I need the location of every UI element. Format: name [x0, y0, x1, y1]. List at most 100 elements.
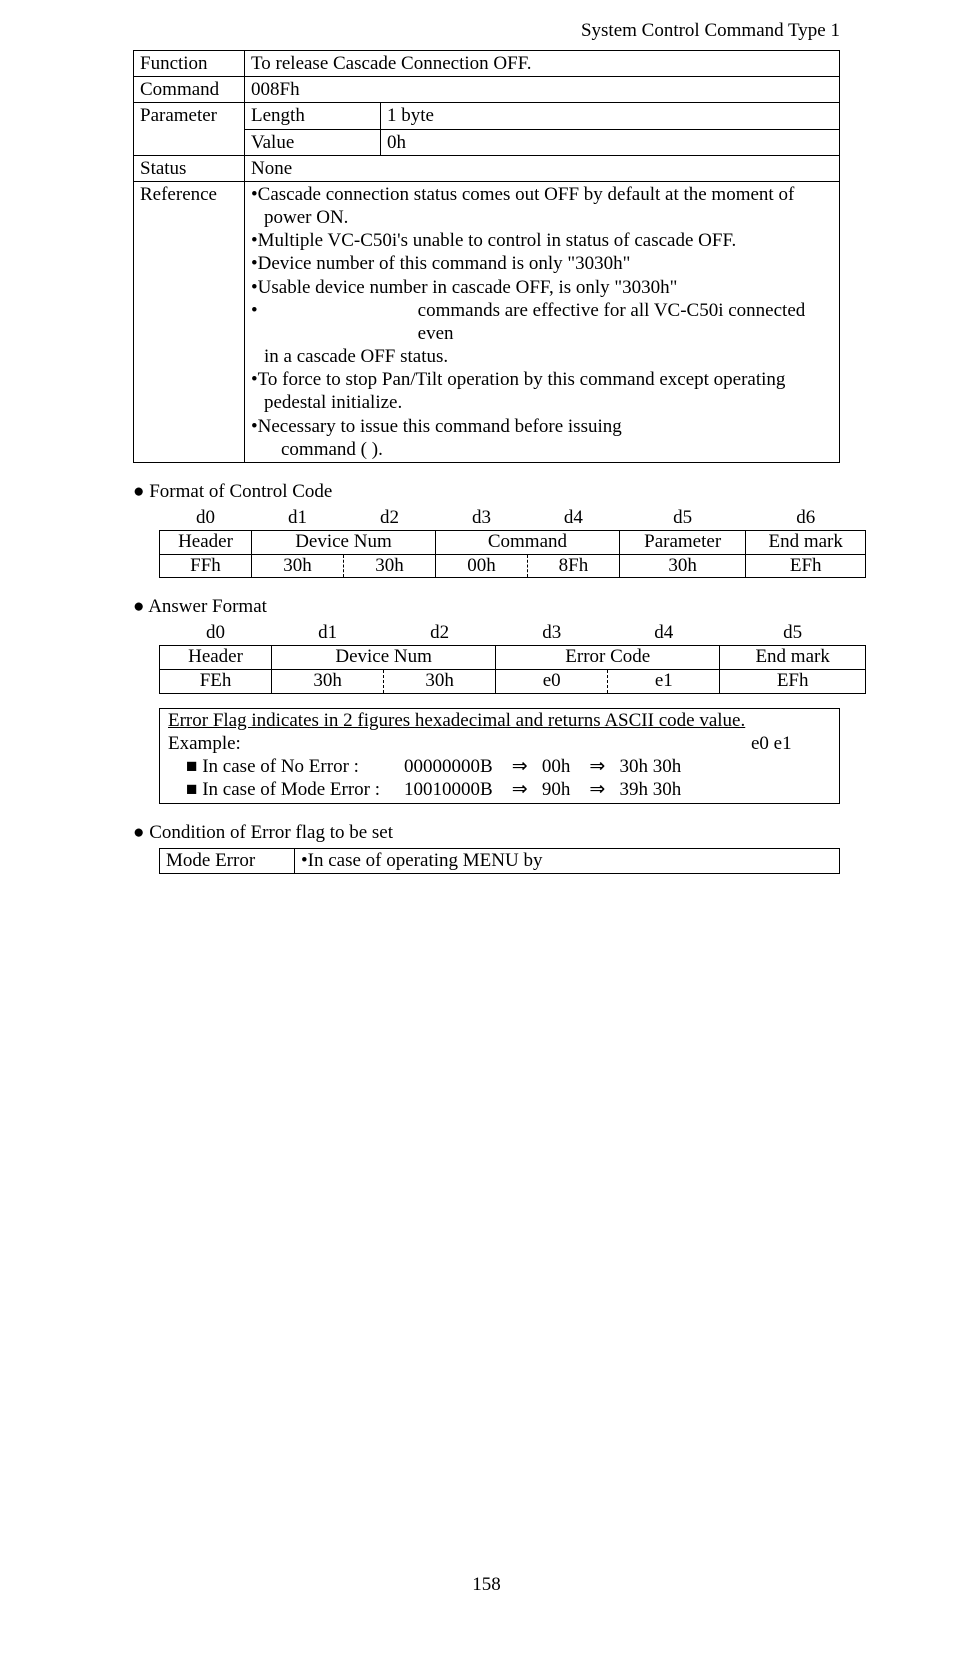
- table-row: Header Device Num Error Code End mark: [160, 646, 866, 670]
- bullet-icon: ●: [133, 481, 144, 502]
- d-label: d0: [160, 507, 252, 530]
- ref-line: •Device number of this command is only "…: [251, 252, 833, 275]
- ref-line: power ON.: [251, 206, 833, 229]
- ref-line: in a cascade OFF status.: [251, 345, 833, 368]
- d-label: d3: [496, 622, 608, 645]
- d-label: d3: [435, 507, 527, 530]
- table-row: FFh 30h 30h 00h 8Fh 30h EFh: [160, 554, 866, 578]
- row-label: Reference: [134, 181, 245, 462]
- table-row: Status None: [134, 155, 840, 181]
- section-heading: ● Answer Format: [133, 596, 840, 618]
- square-bullet-icon: ■: [186, 756, 197, 777]
- value-cell: 8Fh: [527, 554, 619, 578]
- d-label: d5: [720, 622, 866, 645]
- cond-value: •In case of operating MENU by: [295, 849, 840, 874]
- arrow-icon: ⇒: [589, 779, 605, 800]
- ref-line: • commands are effective for all VC-C50i…: [251, 299, 833, 345]
- header-cell: Device Num: [251, 530, 435, 554]
- ref-line: •Multiple VC-C50i's unable to control in…: [251, 229, 833, 252]
- row-value: 008Fh: [245, 77, 840, 103]
- table-row: Mode Error •In case of operating MENU by: [160, 849, 840, 874]
- header-cell: End mark: [720, 646, 866, 670]
- table-row: Function To release Cascade Connection O…: [134, 51, 840, 77]
- error-end: 39h 30h: [620, 779, 682, 800]
- row-label: Parameter: [134, 103, 245, 155]
- table-row: FEh 30h 30h e0 e1 EFh: [160, 669, 866, 693]
- ref-line: •Cascade connection status comes out OFF…: [251, 183, 833, 206]
- condition-table: Mode Error •In case of operating MENU by: [159, 848, 840, 874]
- error-case-label: In case of Mode Error :: [202, 779, 380, 800]
- header-cell: Header: [160, 530, 252, 554]
- value-cell: EFh: [720, 669, 866, 693]
- bullet-icon: ●: [133, 596, 144, 617]
- page-header-right: System Control Command Type 1: [133, 20, 840, 42]
- header-cell: Device Num: [272, 646, 496, 670]
- param-value-label: Value: [245, 129, 381, 155]
- param-value-value: 0h: [381, 129, 840, 155]
- table-row: Reference •Cascade connection status com…: [134, 181, 840, 462]
- example-header: e0 e1: [751, 732, 831, 755]
- row-label: Status: [134, 155, 245, 181]
- error-code: 10010000B: [404, 779, 493, 800]
- arrow-icon: ⇒: [589, 756, 605, 777]
- d-label: d4: [608, 622, 720, 645]
- table-row: d0 d1 d2 d3 d4 d5: [160, 622, 866, 645]
- example-label: Example:: [168, 732, 751, 755]
- section-title: Answer Format: [148, 596, 267, 617]
- error-flag-heading: Error Flag indicates in 2 figures hexade…: [168, 709, 831, 732]
- square-bullet-icon: ■: [186, 779, 197, 800]
- header-cell: Command: [435, 530, 619, 554]
- row-label: Command: [134, 77, 245, 103]
- value-cell: FFh: [160, 554, 252, 578]
- d-label: d4: [527, 507, 619, 530]
- section-title: Condition of Error flag to be set: [149, 822, 393, 843]
- header-cell: Parameter: [619, 530, 745, 554]
- section-title: Format of Control Code: [149, 481, 332, 502]
- section-heading: ● Format of Control Code: [133, 481, 840, 503]
- reference-cell: •Cascade connection status comes out OFF…: [245, 181, 840, 462]
- table-row: Parameter Length 1 byte: [134, 103, 840, 129]
- row-label: Function: [134, 51, 245, 77]
- header-cell: Header: [160, 646, 272, 670]
- section-heading: ● Condition of Error flag to be set: [133, 822, 840, 844]
- d-label: d2: [343, 507, 435, 530]
- d-label: d6: [746, 507, 866, 530]
- param-length-label: Length: [245, 103, 381, 129]
- value-cell: 30h: [272, 669, 384, 693]
- cond-label: Mode Error: [160, 849, 295, 874]
- value-cell: 00h: [435, 554, 527, 578]
- param-length-value: 1 byte: [381, 103, 840, 129]
- value-cell: EFh: [746, 554, 866, 578]
- value-cell: 30h: [251, 554, 343, 578]
- ref-line: pedestal initialize.: [251, 391, 833, 414]
- value-cell: e1: [608, 669, 720, 693]
- error-end: 30h 30h: [620, 756, 682, 777]
- arrow-icon: ⇒: [512, 779, 528, 800]
- d-label: d5: [619, 507, 745, 530]
- d-label: d0: [160, 622, 272, 645]
- error-row: ■ In case of No Error : 00000000B ⇒ 00h …: [168, 755, 831, 778]
- d-label: d1: [272, 622, 384, 645]
- ref-line: •To force to stop Pan/Tilt operation by …: [251, 368, 833, 391]
- table-row: Command 008Fh: [134, 77, 840, 103]
- value-cell: FEh: [160, 669, 272, 693]
- value-cell: e0: [496, 669, 608, 693]
- ref-line: command ( ).: [251, 438, 833, 461]
- header-cell: Error Code: [496, 646, 720, 670]
- value-cell: 30h: [384, 669, 496, 693]
- error-flag-box: Error Flag indicates in 2 figures hexade…: [159, 708, 840, 805]
- page-number: 158: [133, 1574, 840, 1596]
- error-mid: 00h: [542, 756, 571, 777]
- command-spec-table: Function To release Cascade Connection O…: [133, 50, 840, 463]
- control-code-table: d0 d1 d2 d3 d4 d5 d6 Header Device Num C…: [159, 507, 866, 578]
- arrow-icon: ⇒: [512, 756, 528, 777]
- table-row: d0 d1 d2 d3 d4 d5 d6: [160, 507, 866, 530]
- header-cell: End mark: [746, 530, 866, 554]
- error-mid: 90h: [542, 779, 571, 800]
- ref-line: •Necessary to issue this command before …: [251, 415, 833, 438]
- table-row: Header Device Num Command Parameter End …: [160, 530, 866, 554]
- answer-format-table: d0 d1 d2 d3 d4 d5 Header Device Num Erro…: [159, 622, 866, 693]
- d-label: d2: [384, 622, 496, 645]
- ref-bullet: •: [251, 299, 258, 345]
- error-row: ■ In case of Mode Error : 10010000B ⇒ 90…: [168, 778, 831, 801]
